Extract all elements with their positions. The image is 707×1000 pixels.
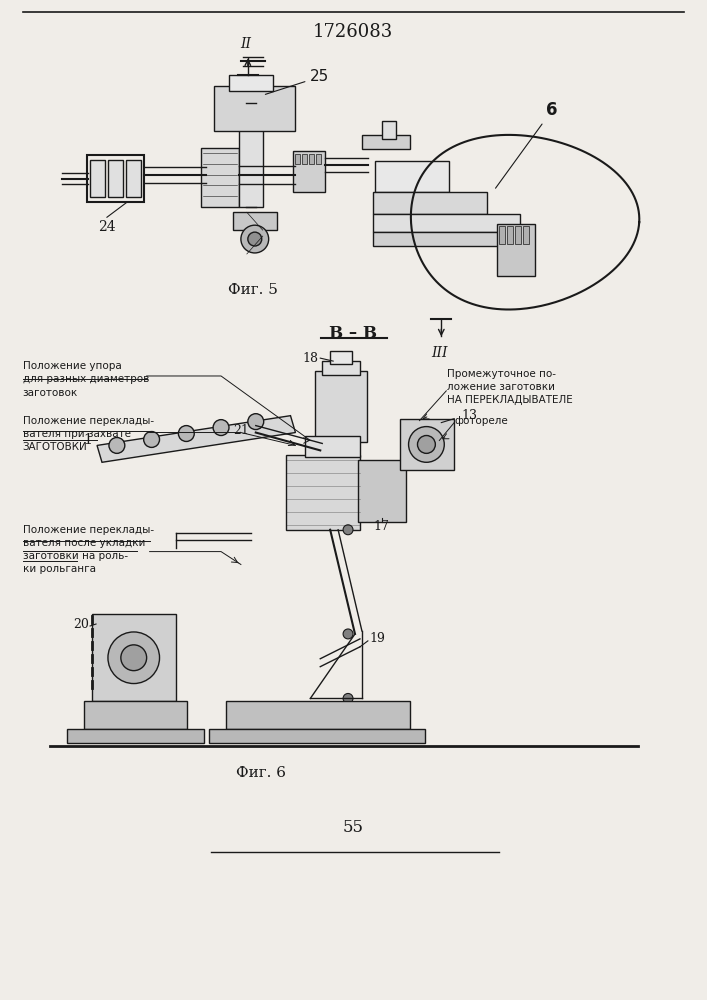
Bar [303, 154, 308, 164]
Text: 6: 6 [496, 101, 558, 188]
Text: 1726083: 1726083 [313, 23, 393, 41]
Bar [226, 701, 409, 729]
Bar [90, 160, 105, 197]
Circle shape [343, 629, 353, 639]
Text: II: II [240, 37, 252, 51]
Circle shape [409, 427, 444, 462]
Text: 19: 19 [370, 632, 386, 645]
Bar [499, 226, 505, 244]
Text: 13: 13 [461, 409, 477, 422]
Text: 25: 25 [265, 69, 329, 94]
Bar [293, 151, 325, 192]
Circle shape [121, 645, 146, 671]
Bar [522, 226, 529, 244]
Circle shape [248, 414, 264, 430]
Bar [305, 436, 360, 457]
Bar [315, 371, 367, 442]
Bar [322, 361, 360, 375]
Circle shape [343, 525, 353, 535]
Bar [126, 160, 141, 197]
Bar [373, 232, 502, 246]
Bar [375, 161, 449, 192]
Circle shape [418, 436, 436, 453]
Circle shape [343, 693, 353, 703]
Bar [87, 155, 144, 202]
Circle shape [108, 632, 160, 684]
Bar [92, 614, 177, 701]
Bar [67, 729, 204, 743]
Text: 18: 18 [303, 352, 318, 365]
Text: 21: 21 [233, 424, 249, 437]
Text: Фиг. 5: Фиг. 5 [228, 283, 278, 297]
Circle shape [241, 225, 269, 253]
Bar [373, 214, 520, 232]
Circle shape [248, 232, 262, 246]
Polygon shape [97, 416, 296, 462]
Circle shape [109, 437, 125, 453]
Circle shape [178, 426, 194, 441]
Bar [497, 224, 534, 276]
Bar [233, 212, 276, 230]
Text: Положение переклады-
вателя после укладки
заготовки на роль-
ки рольганга: Положение переклады- вателя после укладк… [23, 525, 153, 574]
Bar [373, 192, 487, 214]
Text: III: III [431, 346, 448, 360]
Bar [330, 351, 352, 364]
Bar [239, 103, 263, 207]
Bar [358, 460, 406, 522]
Bar [201, 148, 239, 207]
Bar [310, 154, 315, 164]
Bar [229, 75, 273, 91]
Bar [286, 455, 360, 530]
Bar [362, 135, 409, 149]
Text: Промежуточное по-
ложение заготовки
НА ПЕРЕКЛАДЫВАТЕЛЕ: Промежуточное по- ложение заготовки НА П… [448, 369, 573, 405]
Bar [214, 86, 296, 131]
Bar [515, 226, 520, 244]
Text: Положение переклады-
вателя при захвате
ЗАГОТОВКИ: Положение переклады- вателя при захвате … [23, 416, 153, 452]
Text: 1: 1 [83, 433, 92, 447]
Bar [209, 729, 426, 743]
Text: Положение упора
для разных диаметров
заготовок: Положение упора для разных диаметров заг… [23, 361, 149, 398]
Text: 55: 55 [342, 819, 363, 836]
Text: 17: 17 [374, 520, 390, 533]
Bar [296, 154, 300, 164]
Bar [507, 226, 513, 244]
Bar [84, 701, 187, 729]
Bar [399, 419, 454, 470]
Text: Фиг. 6: Фиг. 6 [235, 766, 286, 780]
Circle shape [144, 432, 160, 447]
Circle shape [213, 420, 229, 436]
Text: фотореле: фотореле [454, 416, 508, 426]
Text: 20: 20 [74, 618, 89, 631]
Text: 24: 24 [98, 220, 116, 234]
Text: В – В: В – В [329, 325, 377, 342]
Bar [108, 160, 123, 197]
Bar [382, 121, 396, 139]
Bar [316, 154, 321, 164]
